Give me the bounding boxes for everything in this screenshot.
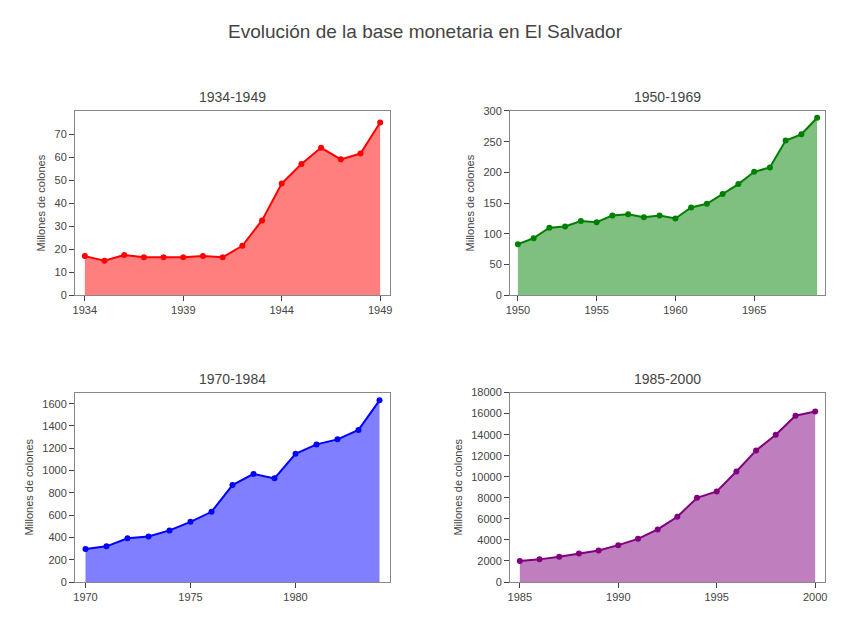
svg-text:200: 200 xyxy=(483,166,501,178)
svg-text:0: 0 xyxy=(61,289,67,301)
svg-text:1990: 1990 xyxy=(606,591,630,603)
svg-text:20: 20 xyxy=(55,243,67,255)
svg-text:10: 10 xyxy=(55,266,67,278)
svg-text:1980: 1980 xyxy=(283,591,307,603)
svg-text:1955: 1955 xyxy=(584,304,608,316)
svg-text:0: 0 xyxy=(496,289,502,301)
svg-text:1985: 1985 xyxy=(508,591,532,603)
svg-text:1995: 1995 xyxy=(704,591,728,603)
svg-text:1934: 1934 xyxy=(73,304,97,316)
svg-text:1970: 1970 xyxy=(73,591,97,603)
svg-text:100: 100 xyxy=(483,228,501,240)
svg-text:0: 0 xyxy=(496,576,502,588)
svg-text:1200: 1200 xyxy=(42,442,66,454)
svg-text:2000: 2000 xyxy=(803,591,827,603)
svg-text:50: 50 xyxy=(490,258,502,270)
svg-text:50: 50 xyxy=(55,174,67,186)
svg-text:250: 250 xyxy=(483,136,501,148)
svg-text:1965: 1965 xyxy=(742,304,766,316)
svg-text:Millones de colones: Millones de colones xyxy=(23,438,35,535)
svg-text:14000: 14000 xyxy=(471,429,502,441)
svg-text:30: 30 xyxy=(55,220,67,232)
svg-text:1949: 1949 xyxy=(368,304,392,316)
svg-text:1950-1969: 1950-1969 xyxy=(634,89,701,105)
svg-text:8000: 8000 xyxy=(477,492,501,504)
svg-text:60: 60 xyxy=(55,151,67,163)
svg-text:1400: 1400 xyxy=(42,420,66,432)
svg-text:2000: 2000 xyxy=(477,555,501,567)
svg-text:70: 70 xyxy=(55,128,67,140)
svg-text:1000: 1000 xyxy=(42,464,66,476)
svg-text:1600: 1600 xyxy=(42,398,66,410)
svg-text:1970-1984: 1970-1984 xyxy=(199,371,266,387)
svg-text:4000: 4000 xyxy=(477,534,501,546)
svg-text:800: 800 xyxy=(48,487,66,499)
svg-text:40: 40 xyxy=(55,197,67,209)
svg-text:6000: 6000 xyxy=(477,513,501,525)
svg-text:600: 600 xyxy=(48,509,66,521)
svg-text:400: 400 xyxy=(48,531,66,543)
svg-text:1934-1949: 1934-1949 xyxy=(199,89,266,105)
svg-text:200: 200 xyxy=(48,554,66,566)
svg-text:1939: 1939 xyxy=(171,304,195,316)
svg-text:12000: 12000 xyxy=(471,450,502,462)
svg-text:300: 300 xyxy=(483,105,501,117)
svg-text:18000: 18000 xyxy=(471,386,502,398)
svg-text:1960: 1960 xyxy=(663,304,687,316)
svg-text:1975: 1975 xyxy=(178,591,202,603)
svg-text:10000: 10000 xyxy=(471,471,502,483)
svg-text:Millones de colones: Millones de colones xyxy=(35,154,47,251)
svg-text:16000: 16000 xyxy=(471,407,502,419)
svg-text:Evolución de la base monetaria: Evolución de la base monetaria en El Sal… xyxy=(228,21,623,42)
svg-text:Millones de colones: Millones de colones xyxy=(464,154,476,251)
svg-text:1985-2000: 1985-2000 xyxy=(634,371,701,387)
svg-text:0: 0 xyxy=(61,576,67,588)
svg-text:Millones de colones: Millones de colones xyxy=(452,438,464,535)
svg-text:1944: 1944 xyxy=(269,304,293,316)
svg-text:1950: 1950 xyxy=(506,304,530,316)
svg-text:150: 150 xyxy=(483,197,501,209)
